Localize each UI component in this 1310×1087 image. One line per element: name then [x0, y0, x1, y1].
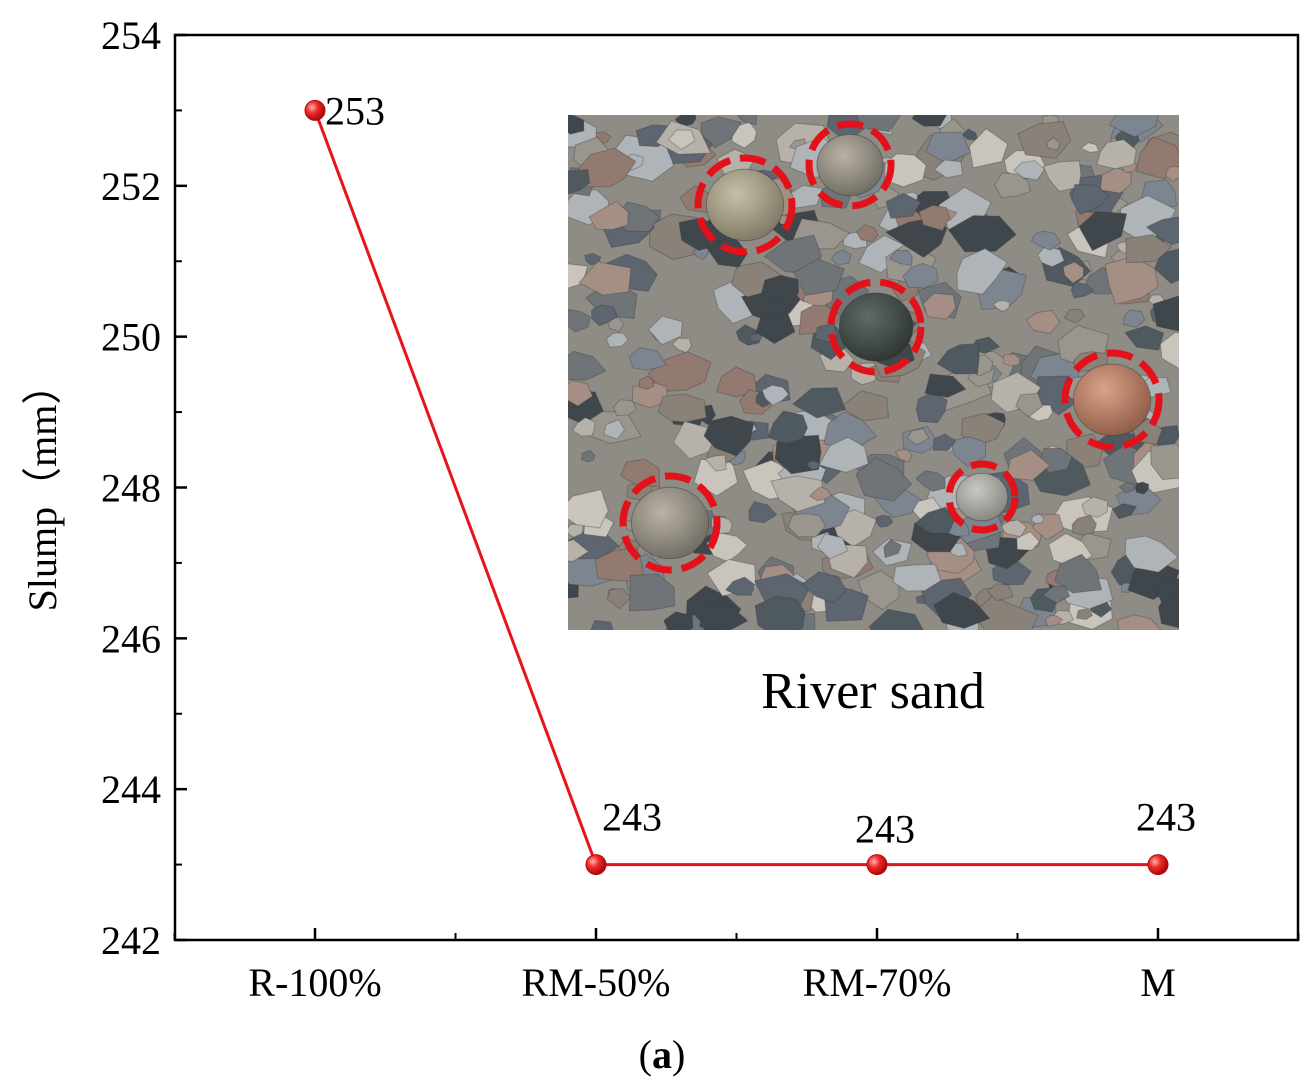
data-label: 253 [325, 88, 385, 133]
y-axis: 242 244 246 248 250 252 254 [101, 13, 187, 963]
y-axis-title: Slump（mm） [20, 365, 65, 612]
highlight-circle [827, 278, 925, 376]
y-tick-label: 250 [101, 315, 161, 360]
x-tick-label: RM-50% [522, 960, 671, 1005]
river-sand-photo [568, 115, 1179, 630]
data-label: 243 [855, 807, 915, 852]
highlight-circle [1061, 349, 1163, 451]
y-tick-label: 252 [101, 164, 161, 209]
series-line [313, 109, 1158, 867]
data-point [585, 854, 607, 876]
x-tick-label: M [1140, 960, 1176, 1005]
data-point [304, 99, 326, 121]
data-point [1147, 854, 1169, 876]
y-tick-label: 244 [101, 767, 161, 812]
y-tick-label: 248 [101, 466, 161, 511]
highlight-circle [694, 154, 796, 256]
inset-caption: River sand [761, 663, 985, 720]
y-tick-label: 246 [101, 616, 161, 661]
data-point [866, 854, 888, 876]
y-tick-label: 254 [101, 13, 161, 58]
series-slump: 253 243 243 243 [304, 88, 1196, 876]
data-label: 243 [1136, 795, 1196, 840]
highlight-circle [805, 120, 895, 210]
x-axis: R-100% RM-50% RM-70% M [173, 928, 1300, 1005]
highlight-circles [619, 120, 1163, 574]
highlight-circle [619, 472, 721, 574]
data-label: 243 [602, 795, 662, 840]
panel-label: (a) [639, 1032, 686, 1077]
x-tick-label: RM-70% [803, 960, 952, 1005]
panel-label-letter: a [652, 1032, 672, 1077]
x-tick-label: R-100% [248, 960, 381, 1005]
y-tick-label: 242 [101, 918, 161, 963]
highlight-circle [945, 460, 1019, 534]
